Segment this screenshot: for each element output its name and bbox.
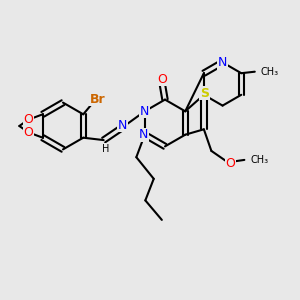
Text: Br: Br <box>90 93 105 106</box>
Text: CH₃: CH₃ <box>260 67 278 77</box>
Text: N: N <box>118 118 127 132</box>
Text: O: O <box>157 73 167 86</box>
Text: N: N <box>139 128 148 141</box>
Text: CH₃: CH₃ <box>250 155 268 165</box>
Text: O: O <box>23 126 33 139</box>
Text: N: N <box>140 105 149 118</box>
Text: O: O <box>225 157 235 170</box>
Text: S: S <box>200 87 209 100</box>
Text: H: H <box>102 143 110 154</box>
Text: O: O <box>23 113 33 126</box>
Text: N: N <box>218 56 227 69</box>
